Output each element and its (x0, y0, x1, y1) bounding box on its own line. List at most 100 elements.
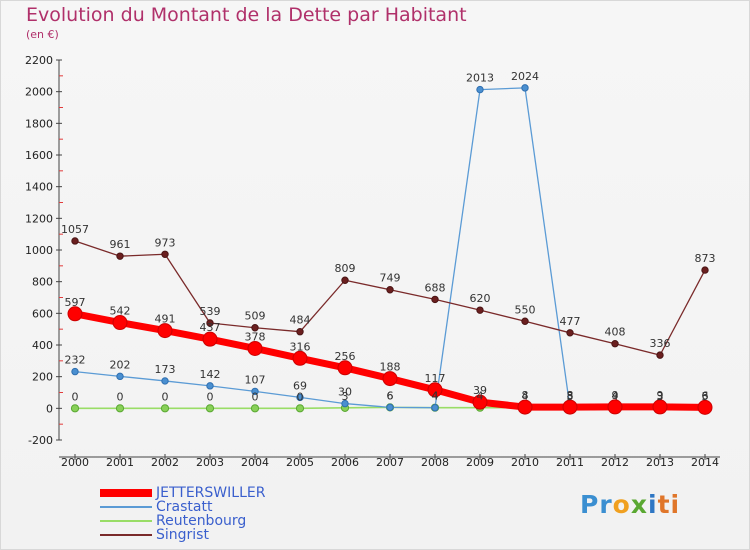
data-label-crastatt: 4 (432, 390, 439, 403)
data-label-reutenbourg: 0 (252, 390, 259, 403)
x-tick-label: 2012 (601, 456, 629, 469)
data-point-reutenbourg (160, 404, 170, 413)
data-point-jetterswiller (472, 394, 488, 410)
data-label-jetterswiller: 39 (473, 384, 487, 397)
data-point-reutenbourg (70, 404, 80, 413)
data-point-reutenbourg (250, 404, 260, 413)
data-label-crastatt: 30 (338, 386, 352, 399)
data-label-singrist: 539 (200, 305, 221, 318)
data-label-singrist: 749 (380, 272, 401, 285)
y-tick-label: 2000 (25, 86, 53, 99)
data-point-singrist (521, 317, 529, 325)
data-label-reutenbourg: 3 (702, 390, 709, 403)
legend-swatch (100, 534, 152, 536)
data-label-singrist: 509 (245, 310, 266, 323)
data-label-jetterswiller: 491 (155, 313, 176, 326)
legend-swatch (100, 489, 152, 497)
data-point-reutenbourg (295, 404, 305, 413)
legend-label: Crastatt (156, 499, 213, 515)
data-label-singrist: 477 (560, 315, 581, 328)
data-label-crastatt: 232 (65, 354, 86, 367)
data-point-reutenbourg (205, 404, 215, 413)
x-tick-label: 2001 (106, 456, 134, 469)
chart-legend: JETTERSWILLER Crastatt Reutenbourg Singrist (100, 486, 265, 542)
data-label-crastatt: 6 (702, 389, 709, 402)
x-tick-label: 2000 (61, 456, 89, 469)
data-point-jetterswiller (607, 399, 623, 415)
data-label-reutenbourg: 4 (612, 390, 619, 403)
data-point-jetterswiller (427, 382, 443, 398)
data-label-reutenbourg: 5 (567, 390, 574, 403)
proxiti-logo: Proxiti (580, 490, 681, 519)
y-tick-label: 1800 (25, 117, 53, 130)
data-point-crastatt (116, 372, 124, 381)
data-label-crastatt: 6 (387, 389, 394, 402)
data-point-crastatt (296, 393, 304, 402)
data-label-singrist: 1057 (61, 223, 89, 236)
data-label-singrist: 961 (110, 238, 131, 251)
data-label-reutenbourg: 3 (657, 390, 664, 403)
x-tick-label: 2010 (511, 456, 539, 469)
data-point-singrist (341, 276, 349, 284)
y-tick-label: 400 (32, 339, 53, 352)
legend-item: JETTERSWILLER (100, 486, 265, 500)
y-tick-label: 1400 (25, 181, 53, 194)
x-tick-label: 2014 (691, 456, 719, 469)
data-point-singrist (701, 266, 709, 274)
data-point-jetterswiller (697, 399, 713, 415)
data-point-jetterswiller (157, 323, 173, 339)
data-point-singrist (611, 340, 619, 348)
data-label-singrist: 809 (335, 262, 356, 275)
data-point-jetterswiller (112, 315, 128, 331)
x-tick-label: 2005 (286, 456, 314, 469)
data-point-crastatt (341, 399, 349, 408)
data-point-singrist (116, 252, 124, 260)
data-label-singrist: 550 (515, 303, 536, 316)
data-point-jetterswiller (292, 350, 308, 366)
data-point-crastatt (476, 85, 484, 94)
data-label-crastatt: 3 (567, 390, 574, 403)
data-label-reutenbourg: 4 (477, 390, 484, 403)
y-tick-label: -200 (28, 434, 53, 447)
y-tick-label: 0 (46, 402, 53, 415)
x-tick-label: 2007 (376, 456, 404, 469)
data-label-jetterswiller: 256 (335, 350, 356, 363)
x-tick-label: 2011 (556, 456, 584, 469)
data-label-jetterswiller: 437 (200, 321, 221, 334)
data-point-crastatt (521, 84, 529, 92)
data-label-crastatt: 3 (657, 390, 664, 403)
data-label-jetterswiller: 9 (612, 389, 619, 402)
data-point-singrist (206, 319, 214, 327)
data-label-crastatt: 4 (612, 390, 619, 403)
data-label-reutenbourg: 0 (117, 390, 124, 403)
data-point-singrist (251, 324, 259, 332)
data-point-crastatt (161, 377, 169, 385)
data-label-reutenbourg: 0 (297, 390, 304, 403)
data-point-jetterswiller (517, 399, 533, 415)
data-label-jetterswiller: 6 (702, 389, 709, 402)
data-point-singrist (296, 328, 304, 336)
chart-title: Evolution du Montant de la Dette par Hab… (26, 4, 467, 26)
x-tick-label: 2013 (646, 456, 674, 469)
y-tick-label: 1200 (25, 212, 53, 225)
data-point-jetterswiller (202, 331, 218, 347)
data-label-crastatt: 142 (200, 368, 221, 381)
y-tick-label: 1600 (25, 149, 53, 162)
legend-item: Reutenbourg (100, 514, 265, 528)
data-label-jetterswiller: 8 (567, 389, 574, 402)
data-label-singrist: 408 (605, 326, 626, 339)
legend-label: Singrist (156, 527, 209, 543)
data-point-jetterswiller (247, 340, 263, 356)
x-tick-label: 2002 (151, 456, 179, 469)
y-tick-label: 600 (32, 307, 53, 320)
y-tick-label: 800 (32, 276, 53, 289)
data-label-reutenbourg: 4 (432, 390, 439, 403)
data-label-crastatt: 202 (110, 358, 131, 371)
legend-label: Reutenbourg (156, 513, 247, 529)
data-point-crastatt (386, 403, 394, 412)
data-label-reutenbourg: 6 (387, 389, 394, 402)
data-label-reutenbourg: 3 (342, 390, 349, 403)
data-label-crastatt: 107 (245, 373, 266, 386)
